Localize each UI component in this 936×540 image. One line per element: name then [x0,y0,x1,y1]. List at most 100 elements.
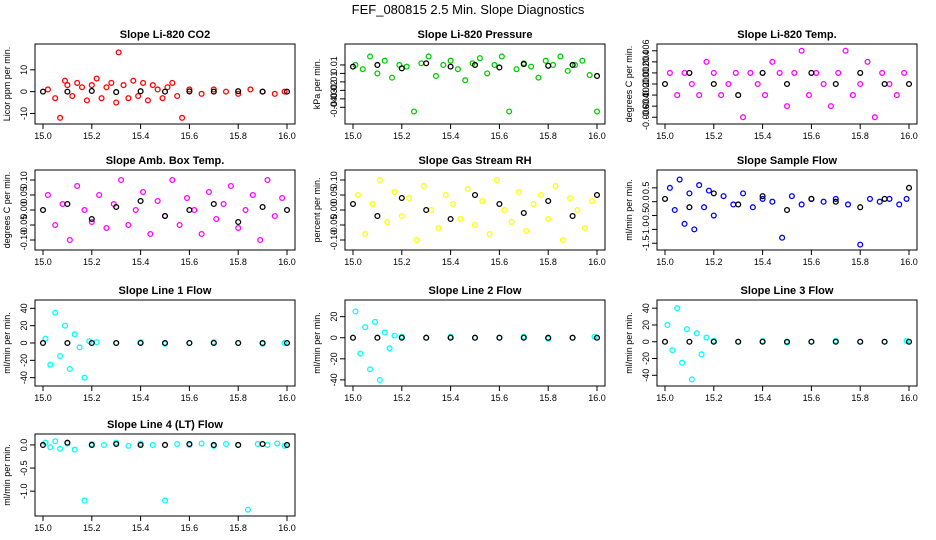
data-point [691,226,698,233]
data-point [244,506,252,513]
data-point [449,200,457,208]
data-point [147,230,154,238]
data-point [169,176,176,184]
data-point [179,114,186,121]
data-point [118,176,125,184]
data-point [564,67,571,74]
data-point [844,201,852,208]
y-tick-label: 20 [329,312,339,322]
y-tick-label: -0.006 [641,104,651,130]
data-point [283,339,291,347]
data-point [220,200,227,208]
y-tick-label: -0.004 [641,93,651,119]
data-point [403,63,410,70]
y-tick-label: 0.05 [19,186,29,204]
data-point [376,376,383,383]
data-point [57,114,64,121]
y-tick-label: 40 [641,303,651,313]
data-point [718,92,725,99]
data-point [44,191,51,199]
data-point [161,441,169,448]
data-point [832,195,839,202]
data-point [235,88,242,95]
y-axis-label: degrees C per min. [2,172,12,249]
data-point [464,185,471,193]
x-tick-label: 15.2 [705,257,723,267]
data-point [759,69,766,76]
data-point [242,206,249,214]
y-tick-label: -40 [19,371,29,384]
y-tick-label: -0.01 [329,72,339,93]
data-point [374,61,381,68]
panel-9: Slope Line 3 Flow 15.0 15.2 15.4 15.6 15.8 16.… [624,285,918,403]
data-point [410,108,418,115]
data-point [593,191,601,199]
data-point [44,86,51,93]
data-point [545,62,552,69]
x-tick-label: 16.0 [588,257,606,267]
data-point [88,441,95,448]
data-point [442,191,449,199]
x-tick-label: 16.0 [278,523,296,533]
series-colored [44,49,288,121]
x-tick-label: 15.2 [705,131,723,141]
y-tick-label: -0.002 [641,82,651,108]
data-point [808,195,815,202]
data-point [686,190,693,197]
data-point [423,334,430,341]
y-tick-label: -10 [19,107,29,120]
data-point [74,182,81,190]
data-point [703,58,710,65]
x-tick-label: 15.4 [132,257,150,267]
y-axis-label: kPa per min. [312,59,322,110]
x-tick-label: 15.4 [442,393,460,403]
data-point [249,191,256,199]
data-point [550,61,557,68]
data-point [559,236,566,244]
series-reference [661,184,913,214]
data-point [39,441,47,448]
data-point [198,230,205,238]
data-point [264,176,271,184]
x-tick-label: 15.0 [34,131,52,141]
y-tick-label: 0 [329,335,339,340]
panel-4: Slope Amb. Box Temp. 15.0 15.2 15.4 15.6 15.8… [2,155,296,267]
panel-title: Slope Gas Stream RH [418,155,531,167]
data-point [569,334,576,341]
data-point [471,61,479,68]
x-tick-label: 15.8 [851,393,869,403]
y-tick-label: -0.02 [329,80,339,101]
data-point [881,338,888,345]
data-point [735,201,742,208]
data-point [567,194,574,202]
data-point [783,338,791,345]
data-point [735,92,742,99]
data-point [78,84,86,91]
x-tick-label: 15.2 [393,393,411,403]
data-point [88,218,95,226]
data-point [174,92,181,100]
panel-7: Slope Line 1 Flow 15.0 15.2 15.4 15.6 15.8 16.… [2,285,296,403]
x-tick-label: 15.2 [705,393,723,403]
data-point [227,182,234,190]
data-point [52,438,59,445]
data-point [222,440,230,448]
series-reference [661,338,913,345]
data-point [283,206,291,214]
x-tick-label: 15.8 [229,393,247,403]
data-point [783,80,791,88]
data-point [103,224,110,232]
data-point [705,187,712,194]
data-point [457,215,464,223]
y-tick-label: -40 [329,373,339,386]
data-point [88,215,95,223]
x-tick-label: 16.0 [588,393,606,403]
data-point [283,441,291,448]
y-tick-label: 0.0 [641,195,651,208]
y-tick-label: -20 [329,352,339,365]
data-point [886,195,893,202]
x-tick-label: 15.8 [851,131,869,141]
data-point [864,58,871,65]
y-tick-label: 0.0 [19,439,29,452]
data-point [827,103,834,110]
